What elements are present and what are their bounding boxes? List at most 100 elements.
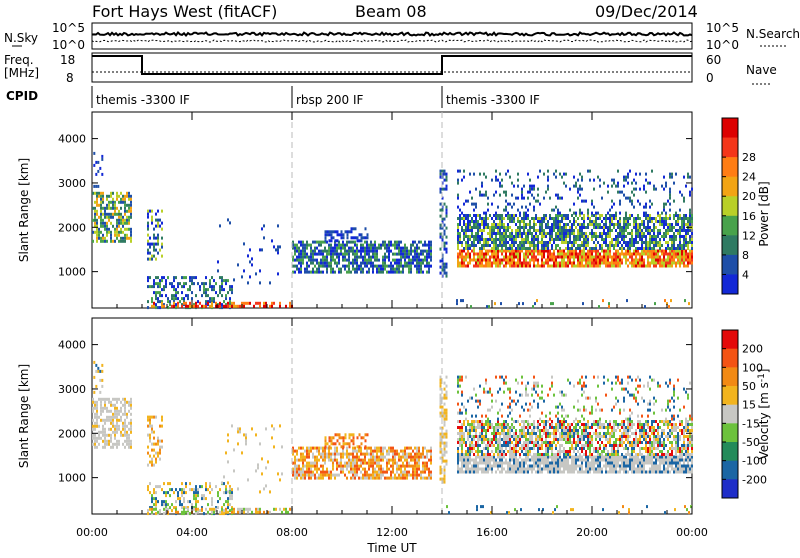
range-gate-cell: [517, 265, 519, 268]
range-gate-cell: [418, 453, 420, 456]
range-gate-cell: [221, 282, 223, 285]
range-gate-cell: [471, 217, 473, 220]
range-gate-cell: [691, 214, 693, 217]
range-gate-cell: [126, 434, 128, 437]
range-gate-cell: [334, 474, 336, 477]
range-gate-cell: [471, 241, 473, 244]
range-gate-cell: [324, 262, 326, 265]
range-gate-cell: [611, 256, 613, 259]
range-gate-cell: [633, 459, 635, 462]
range-gate-cell: [485, 465, 487, 468]
range-gate-cell: [153, 237, 155, 240]
range-gate-cell: [368, 259, 370, 262]
range-gate-cell: [344, 247, 346, 250]
range-gate-cell: [559, 235, 561, 238]
range-gate-cell: [318, 477, 320, 480]
range-gate-cell: [408, 265, 410, 268]
range-gate-cell: [665, 182, 667, 185]
range-gate-cell: [426, 250, 428, 253]
range-gate-cell: [461, 241, 463, 244]
range-gate-cell: [637, 247, 639, 250]
range-gate-cell: [151, 511, 153, 514]
range-gate-cell: [499, 173, 501, 176]
range-gate-cell: [535, 217, 537, 220]
range-gate-cell: [440, 394, 442, 397]
range-gate-cell: [489, 262, 491, 265]
range-gate-cell: [483, 259, 485, 262]
range-gate-cell: [352, 474, 354, 477]
range-gate-cell: [461, 212, 463, 215]
range-gate-cell: [298, 247, 300, 250]
range-gate-cell: [126, 413, 128, 416]
range-gate-cell: [527, 471, 529, 474]
range-gate-cell: [637, 235, 639, 238]
range-gate-cell: [465, 244, 467, 247]
range-gate-cell: [501, 253, 503, 256]
range-gate-cell: [110, 422, 112, 425]
range-gate-cell: [302, 468, 304, 471]
range-gate-cell: [671, 235, 673, 238]
range-gate-cell: [685, 253, 687, 256]
range-gate-cell: [308, 456, 310, 459]
range-gate-cell: [479, 191, 481, 194]
range-gate-cell: [157, 443, 159, 446]
range-gate-cell: [671, 265, 673, 268]
range-gate-cell: [602, 299, 604, 302]
range-gate-cell: [459, 253, 461, 256]
range-gate-cell: [533, 226, 535, 229]
range-gate-cell: [444, 418, 446, 421]
range-gate-cell: [459, 217, 461, 220]
range-gate-cell: [358, 250, 360, 253]
range-gate-cell: [485, 459, 487, 462]
range-gate-cell: [649, 238, 651, 241]
range-gate-cell: [213, 508, 215, 511]
range-gate-cell: [124, 398, 126, 401]
range-gate-cell: [687, 217, 689, 220]
range-gate-cell: [203, 282, 205, 285]
range-gate-cell: [573, 262, 575, 265]
range-gate-cell: [579, 244, 581, 247]
range-gate-cell: [529, 247, 531, 250]
range-gate-cell: [396, 244, 398, 247]
range-gate-cell: [667, 217, 669, 220]
range-gate-cell: [213, 297, 215, 300]
range-gate-cell: [237, 442, 239, 445]
range-gate-cell: [324, 459, 326, 462]
range-gate-cell: [569, 235, 571, 238]
range-gate-cell: [312, 253, 314, 256]
range-gate-cell: [149, 210, 151, 213]
range-gate-cell: [161, 276, 163, 279]
range-gate-cell: [308, 447, 310, 450]
range-gate-cell: [374, 256, 376, 259]
range-gate-cell: [122, 413, 124, 416]
range-gate-cell: [549, 214, 551, 217]
range-gate-cell: [641, 220, 643, 223]
range-gate-cell: [463, 176, 465, 179]
range-gate-cell: [116, 207, 118, 210]
range-gate-cell: [529, 185, 531, 188]
range-gate-cell: [350, 271, 352, 274]
range-gate-cell: [599, 459, 601, 462]
range-gate-cell: [457, 197, 459, 200]
range-gate-cell: [621, 244, 623, 247]
range-gate-cell: [300, 453, 302, 456]
range-gate-cell: [92, 419, 94, 422]
range-gate-cell: [233, 469, 235, 472]
range-gate-cell: [149, 508, 151, 511]
range-gate-cell: [279, 424, 281, 427]
range-gate-cell: [563, 265, 565, 268]
range-gate-cell: [625, 465, 627, 468]
range-gate-cell: [410, 244, 412, 247]
range-gate-cell: [607, 259, 609, 262]
range-gate-cell: [519, 212, 521, 215]
range-gate-cell: [390, 241, 392, 244]
range-gate-cell: [428, 244, 430, 247]
range-gate-cell: [623, 471, 625, 474]
range-gate-cell: [298, 459, 300, 462]
range-gate-cell: [643, 235, 645, 238]
range-gate-cell: [181, 511, 183, 514]
range-gate-cell: [563, 465, 565, 468]
range-gate-cell: [416, 265, 418, 268]
range-gate-cell: [491, 471, 493, 474]
range-gate-cell: [398, 241, 400, 244]
